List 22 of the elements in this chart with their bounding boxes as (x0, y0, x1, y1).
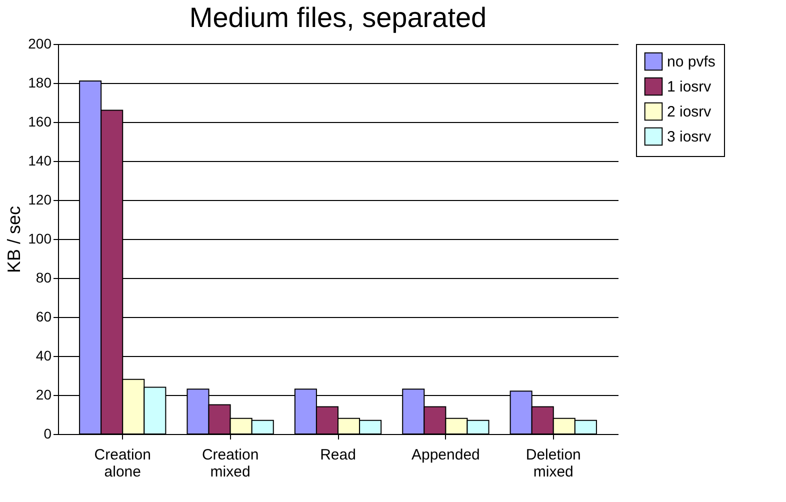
x-tick-label: Creation alone (94, 446, 151, 480)
x-tick-label: Read (320, 446, 356, 464)
y-tick-label: 160 (28, 114, 52, 130)
y-tick-label: 140 (28, 152, 52, 168)
y-tick-label: 80 (36, 270, 52, 286)
y-tick-label: 20 (36, 386, 52, 402)
y-tick-label: 40 (36, 348, 52, 364)
legend-label: 1 iosrv (667, 78, 712, 96)
y-tick-label: 120 (28, 192, 52, 208)
y-tick-label: 180 (28, 74, 52, 90)
legend-label: 3 iosrv (667, 128, 712, 146)
y-tick-label: 100 (28, 230, 52, 246)
y-axis-title: KB / sec (4, 206, 24, 274)
legend-label: no pvfs (667, 54, 716, 70)
x-tick-label: Creation mixed (202, 446, 259, 480)
y-tick-label: 60 (36, 308, 52, 324)
x-tick-label: Appended (411, 446, 480, 464)
y-tick-label: 0 (44, 426, 52, 442)
legend-label: 2 iosrv (667, 104, 712, 120)
y-tick-label: 200 (28, 36, 52, 52)
chart-title: Medium files, separated (189, 2, 487, 33)
x-tick-label: Deletion mixed (526, 446, 581, 480)
